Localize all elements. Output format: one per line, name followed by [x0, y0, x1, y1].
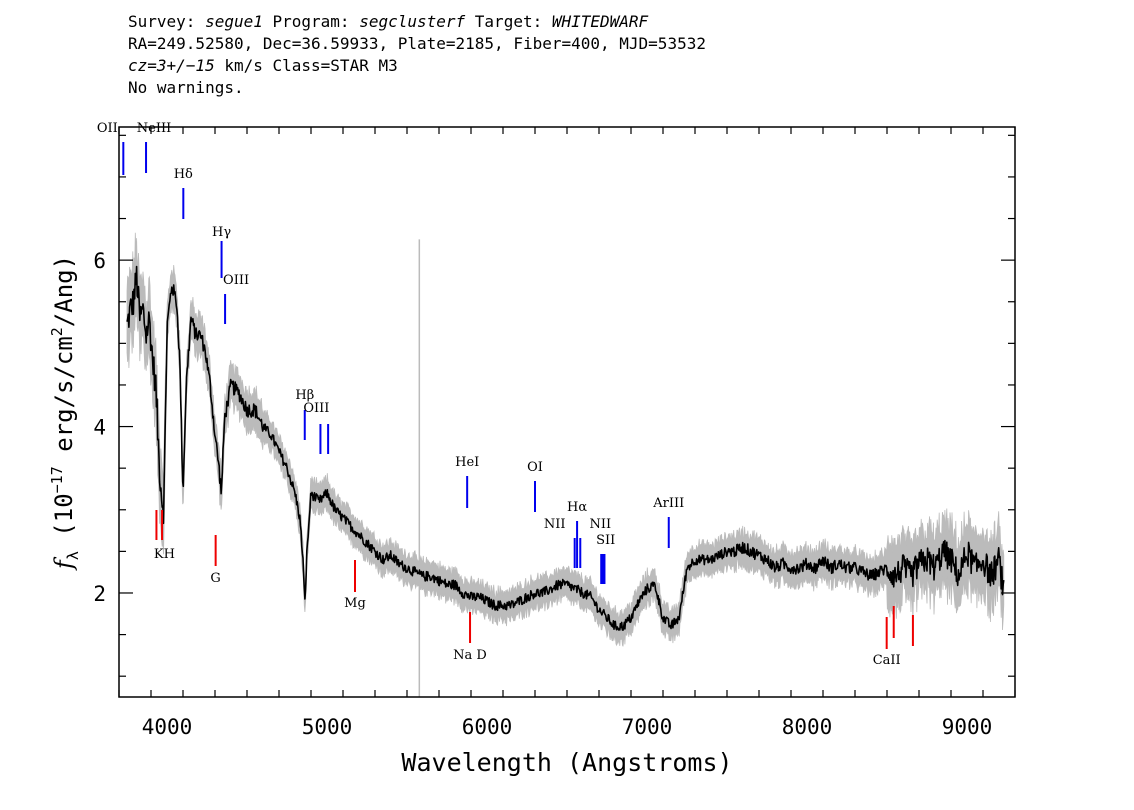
- target-value: WHITEDWARF: [551, 12, 649, 31]
- y-axis-label: fλ (10−17 erg/s/cm2/Ang): [48, 255, 82, 571]
- y-tick-label: 2: [93, 582, 106, 606]
- header-line-redshift: cz=3+/−15 km/s Class=STAR M3: [128, 55, 706, 77]
- ylabel-lambda: λ: [64, 551, 82, 560]
- x-tick-label: 9000: [942, 715, 993, 739]
- line-label-21: CaII: [873, 653, 901, 668]
- header-line-coords: RA=249.52580, Dec=36.59933, Plate=2185, …: [128, 34, 706, 53]
- header-line-warnings: No warnings.: [128, 78, 244, 97]
- program-label: Program:: [262, 12, 360, 31]
- line-label-16: KH: [154, 547, 175, 562]
- x-tick-label: 4000: [142, 715, 193, 739]
- line-label-9: OI: [527, 460, 543, 475]
- y-tick-label: 4: [93, 416, 106, 440]
- axis-ticks: 4000 5000 6000 7000 8000 9000 2 4 6: [93, 127, 1016, 739]
- ylabel-unit-c: /Ang): [50, 255, 78, 327]
- line-label-18: G: [210, 571, 220, 586]
- x-tick-label: 7000: [622, 715, 673, 739]
- y-axis-label-text: fλ (10−17 erg/s/cm2/Ang): [48, 255, 82, 571]
- spectrum-header: Survey: segue1 Program: segclusterf Targ…: [128, 11, 706, 99]
- ylabel-unit-a: (10: [50, 493, 78, 551]
- line-label-10: NII: [544, 517, 566, 532]
- survey-value: segue1: [205, 12, 263, 31]
- line-label-8: HeI: [455, 455, 479, 470]
- ylabel-unit-b: erg/s/cm: [50, 336, 78, 466]
- target-label: Target:: [465, 12, 552, 31]
- x-tick-label: 5000: [302, 715, 353, 739]
- class-text: km/s Class=STAR M3: [214, 56, 398, 75]
- line-label-5: Hβ: [295, 388, 314, 403]
- ylabel-exp: −17: [48, 466, 66, 493]
- x-tick-label: 8000: [782, 715, 833, 739]
- x-tick-label: 6000: [462, 715, 513, 739]
- line-label-15: ArIII: [652, 496, 684, 511]
- x-axis-label: Wavelength (Angstroms): [401, 748, 732, 777]
- line-label-6: OIII: [303, 401, 329, 416]
- line-label-11: Hα: [567, 500, 587, 515]
- flux-series: [126, 265, 1005, 632]
- line-label-20: Na D: [453, 648, 487, 663]
- program-value: segclusterf: [359, 12, 466, 31]
- error-band: [126, 232, 1005, 697]
- line-label-13: SII: [596, 533, 615, 548]
- line-label-1: NeIII: [137, 121, 171, 136]
- ylabel-sq: 2: [48, 327, 66, 336]
- flux-line: [126, 265, 1005, 632]
- line-label-19: Mg: [344, 596, 366, 611]
- redshift-value: cz=3+/−15: [128, 56, 215, 75]
- line-label-12: NII: [589, 517, 611, 532]
- line-label-0: OII: [97, 121, 118, 136]
- survey-label: Survey:: [128, 12, 206, 31]
- line-label-3: Hγ: [212, 225, 231, 240]
- y-tick-label: 6: [93, 249, 106, 273]
- header-line-survey: Survey: segue1 Program: segclusterf Targ…: [128, 11, 706, 33]
- line-label-2: Hδ: [174, 167, 193, 182]
- line-label-4: OIII: [223, 273, 249, 288]
